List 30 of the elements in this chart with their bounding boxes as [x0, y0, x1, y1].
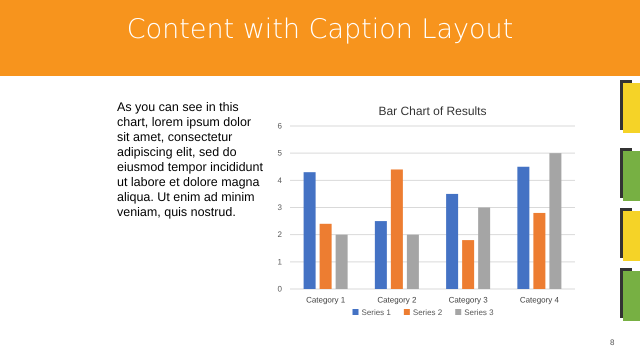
bar: [406, 234, 419, 289]
text: 8: [610, 338, 614, 347]
bar: [533, 212, 546, 289]
bar: [374, 221, 387, 289]
bar: [462, 240, 474, 289]
bar: [304, 172, 316, 289]
text: Content with Caption Layout: [126, 14, 514, 45]
legend-label: Series 3: [464, 308, 494, 317]
bar: [390, 169, 403, 289]
y-tick-label: 1: [278, 257, 283, 266]
legend-label: Series 2: [412, 308, 443, 317]
y-tick-label: 3: [278, 203, 283, 212]
x-tick-label: Category 3: [448, 296, 488, 305]
y-tick-label: 4: [278, 176, 283, 185]
x-tick-label: Category 1: [306, 296, 346, 305]
y-tick-label: 6: [278, 122, 283, 131]
x-tick-label: Category 4: [520, 296, 560, 305]
chart-title: Bar Chart of Results: [378, 104, 487, 118]
bar: [320, 224, 332, 289]
bar: [446, 194, 458, 289]
text: As you can see in this chart, lorem ipsum dolor sit amet, consectetur adipiscing elit, sed do eiusmod tempor incididunt ut labore et dolore magna aliqua. Ut enim ad minim veniam, quis nostrud.: [117, 100, 264, 220]
bar: [517, 166, 530, 289]
legend-label: Series 1: [362, 308, 392, 317]
bar: [549, 153, 562, 289]
y-tick-label: 5: [278, 148, 283, 158]
y-tick-label: 2: [278, 230, 283, 240]
bar: [478, 208, 490, 289]
bar: [336, 234, 348, 289]
x-tick-label: Category 2: [377, 296, 417, 305]
y-tick-label: 0: [278, 284, 283, 294]
